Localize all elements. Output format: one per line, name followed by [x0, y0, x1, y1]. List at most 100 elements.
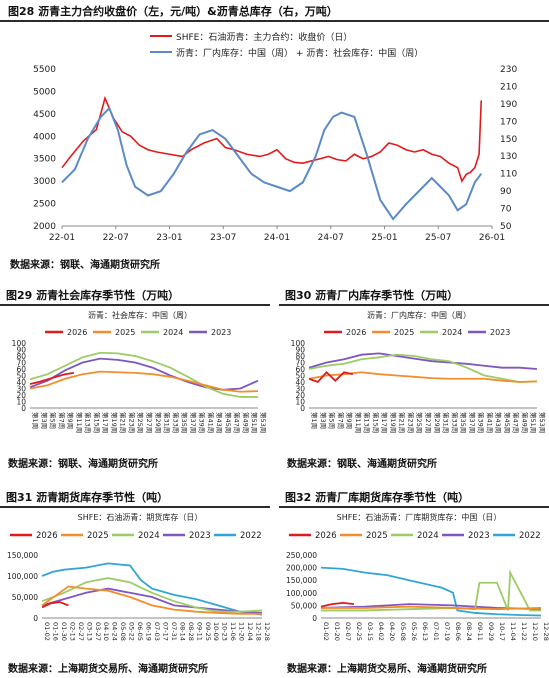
fig29-xtick: 第45周 [224, 412, 233, 433]
fig30-xtick: 第15周 [371, 412, 380, 433]
fig32-xtick: 02-25 [355, 622, 363, 641]
fig31-xtick: 05-08 [119, 622, 127, 641]
fig30-series-2026 [308, 370, 354, 384]
fig29-xtick: 第3周 [40, 412, 49, 429]
fig32-chart: SHFE：石油沥青：厂库期货库存：中国（日）2026 2025 2024 2023 20… [286, 512, 549, 641]
fig31-xtick: 01-16 [51, 622, 59, 641]
fig30-xtick: 第41周 [485, 412, 494, 433]
fig32-subtitle: SHFE：石油沥青：厂库期货库存：中国（日） [337, 512, 502, 522]
fig28-ytick-right: 50 [500, 222, 512, 232]
fig31-series-2023 [41, 587, 263, 614]
fig30-legend-label: 2026 [346, 328, 366, 337]
fig31-series-2024 [41, 577, 263, 613]
fig29-xtick: 第49周 [241, 412, 250, 433]
fig31-xtick: 01-02 [43, 622, 51, 641]
fig30-source: 数据来源：钢联、海通期货研究所 [287, 459, 437, 470]
fig28-xtick-label: 24-07 [318, 233, 344, 243]
fig31-title-bar: 图31 沥青期货库存季节性（吨） [0, 488, 270, 508]
fig29-xtick: 第21周 [119, 412, 128, 433]
fig28-ytick-right: 170 [500, 117, 517, 127]
fig32-title: 图32 沥青厂库期货库存季节性（吨） [285, 491, 470, 504]
fig32-ytick: 50,000 [291, 601, 317, 610]
fig32-source: 数据来源：上海期货交易所、海通期货研究所 [287, 664, 487, 675]
fig32-ytick: 100,000 [286, 589, 317, 598]
fig29-xtick: 第1周 [31, 412, 40, 429]
fig29-series-2025 [29, 370, 259, 393]
fig30-xtick: 第21周 [398, 412, 407, 433]
fig32-series-2024 [321, 569, 541, 612]
fig28-ytick-right: 130 [500, 152, 517, 162]
fig30-ytick: 90 [295, 346, 305, 355]
fig31-legend-label: 2025 [87, 531, 109, 541]
fig29-chart: 沥青：社会库存：中国（周）2026 2025 2024 2023 01020304050… [12, 310, 268, 433]
fig29-title-bar: 图29 沥青社会库存季节性（万吨） [0, 286, 270, 306]
fig31-subtitle: SHFE：石油沥青：期货库存（日） [78, 512, 203, 522]
fig28-xtick-label: 22-07 [103, 233, 129, 243]
fig29-legend-label: 2026 [67, 328, 87, 337]
fig28-ytick-left: 5000 [33, 87, 56, 97]
fig28-title: 图28 沥青主力合约收盘价（左，元/吨）&沥青总库存（右，万吨） [8, 5, 338, 18]
fig30-xtick: 第9周 [345, 412, 354, 429]
fig30-legend-label: 2023 [490, 328, 510, 337]
fig32-ytick: 200,000 [286, 564, 317, 573]
fig29-xtick: 第33周 [171, 412, 180, 433]
fig29-ytick: 0 [21, 404, 26, 413]
fig30-legend-label: 2025 [394, 328, 414, 337]
fig30-xtick: 第17周 [380, 412, 389, 433]
fig31-legend-label: 2026 [36, 531, 58, 541]
fig32-xtick: 04-02 [377, 622, 385, 641]
fig28-ytick-left: 3000 [33, 177, 56, 187]
fig28-ytick-left: 2500 [33, 200, 56, 210]
fig31-xtick: 07-31 [170, 622, 178, 641]
fig29-subtitle: 沥青：社会库存：中国（周） [88, 310, 192, 320]
fig30-ytick: 80 [295, 352, 305, 361]
fig28-chart: SHFE：石油沥青：主力合约：收盘价（日） 沥青：厂内库存：中国（周） + 沥青：… [33, 31, 517, 243]
fig28-ytick-right: 70 [500, 205, 512, 215]
fig30-series-2024 [308, 353, 538, 383]
fig30-title: 图30 沥青厂内库存季节性（万吨） [285, 289, 459, 302]
fig29-ytick: 70 [16, 359, 26, 368]
fig32-xtick: 12-10 [531, 622, 539, 641]
fig29-source: 数据来源：钢联、海通期货研究所 [8, 459, 158, 470]
fig28-legend-label-inventory: 沥青：厂内库存：中国（周） + 沥青：社会库存：中国（周） [176, 47, 423, 59]
fig29-xtick: 第17周 [101, 412, 110, 433]
fig31-series-2022 [41, 562, 263, 616]
fig31-series-2025 [41, 585, 262, 615]
fig29-xtick: 第23周 [127, 412, 136, 433]
fig29-xtick: 第31周 [163, 412, 172, 433]
fig30-ytick: 20 [295, 391, 305, 400]
fig30-xtick: 第3周 [319, 412, 328, 429]
fig29-ytick: 60 [16, 365, 26, 374]
fig30-series-2023 [308, 352, 538, 370]
fig28-ytick-right: 110 [500, 170, 517, 180]
fig32-series-2022 [320, 566, 542, 617]
fig29-xtick: 第51周 [250, 412, 259, 433]
fig29-legend-label: 2023 [211, 328, 231, 337]
fig30-xtick: 第31周 [442, 412, 451, 433]
fig29-legend-label: 2025 [115, 328, 135, 337]
fig30-xtick: 第29周 [433, 412, 442, 433]
fig32-ytick: 150,000 [286, 576, 317, 585]
fig28-series-inventory [61, 106, 483, 221]
fig29-xtick: 第15周 [92, 412, 101, 433]
fig29-title: 图29 沥青社会库存季节性（万吨） [6, 289, 180, 302]
fig29-series-2026 [29, 372, 74, 385]
fig30-ytick: 40 [295, 378, 305, 387]
fig29-xtick: 第27周 [145, 412, 154, 433]
fig32-xtick: 11-04 [509, 622, 517, 641]
fig31-ytick: 50,000 [12, 593, 38, 602]
fig29-ytick: 90 [16, 346, 26, 355]
fig28-xtick-label: 25-01 [371, 233, 397, 243]
fig30-xtick: 第49周 [520, 412, 529, 433]
fig30-ytick: 10 [295, 398, 305, 407]
fig29-xtick: 第7周 [57, 412, 66, 429]
fig28-xtick-label: 23-01 [156, 233, 182, 243]
fig29-xtick: 第13周 [84, 412, 93, 433]
fig30-xtick: 第5周 [328, 412, 337, 429]
fig32-xtick: 07-01 [432, 622, 440, 641]
fig31-legend-label: 2022 [240, 531, 262, 541]
fig32-xtick: 01-20 [333, 622, 341, 641]
fig29-xtick: 第35周 [180, 412, 189, 433]
fig30-xtick: 第35周 [459, 412, 468, 433]
fig30-xtick: 第23周 [406, 412, 415, 433]
